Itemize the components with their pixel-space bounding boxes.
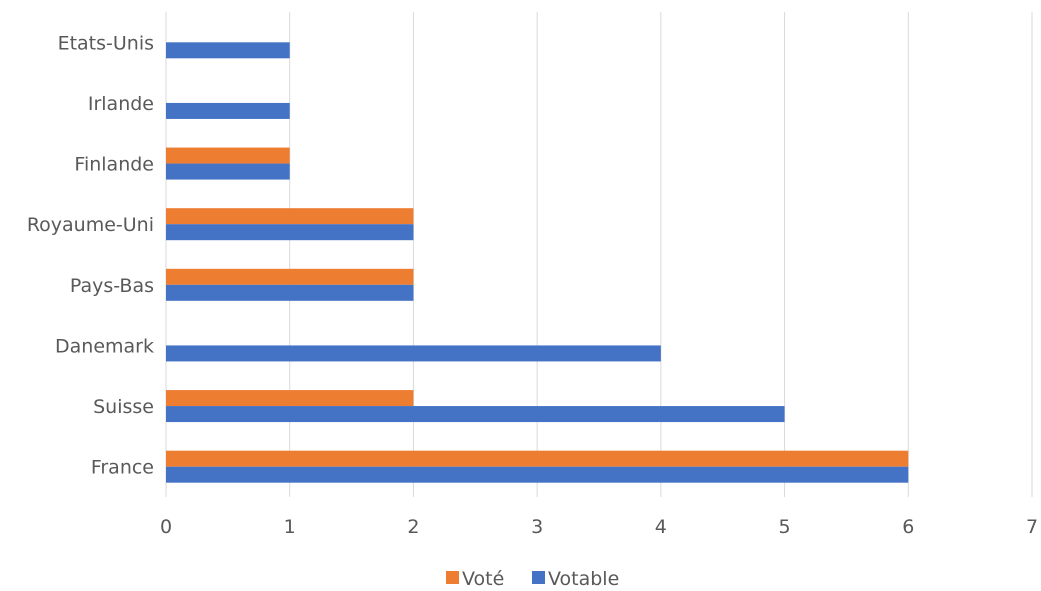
bar-vote [166,390,414,407]
bar-votable [166,42,290,59]
bar-votable [166,284,414,301]
category-label: Royaume-Uni [27,214,154,236]
x-tick-label: 3 [531,516,543,538]
legend-label-votable: Votable [548,568,619,590]
category-label: Pays-Bas [70,275,154,297]
category-label: France [91,457,154,479]
legend-swatch-votable [532,571,545,584]
bar-votable [166,466,909,483]
x-tick-label: 4 [655,516,667,538]
x-tick-label: 0 [160,516,172,538]
bar-votable [166,224,414,241]
legend-swatch-vote [446,571,459,584]
legend-label-vote: Voté [462,568,504,590]
bar-votable [166,345,661,362]
category-label: Suisse [93,396,154,418]
x-tick-label: 7 [1026,516,1038,538]
x-tick-label: 1 [284,516,296,538]
category-label: Finlande [74,154,154,176]
bar-vote [166,450,909,467]
x-tick-label: 6 [902,516,914,538]
bar-votable [166,163,290,180]
legend: Voté Votable [446,568,619,590]
gridlines [165,12,1033,497]
bar-vote [166,268,414,285]
bar-vote [166,147,290,164]
x-tick-label: 5 [779,516,791,538]
category-labels: Etats-Unis Irlande Finlande Royaume-Uni Pays… [27,32,154,478]
bars [166,42,909,483]
category-label: Danemark [55,335,154,357]
x-tick-label: 2 [407,516,419,538]
bar-vote [166,208,414,225]
bar-votable [166,406,785,423]
bar-votable [166,102,290,119]
category-label: Irlande [88,93,154,115]
x-axis-tick-labels: 0 1 2 3 4 5 6 7 [160,516,1038,538]
category-label: Etats-Unis [58,32,154,54]
